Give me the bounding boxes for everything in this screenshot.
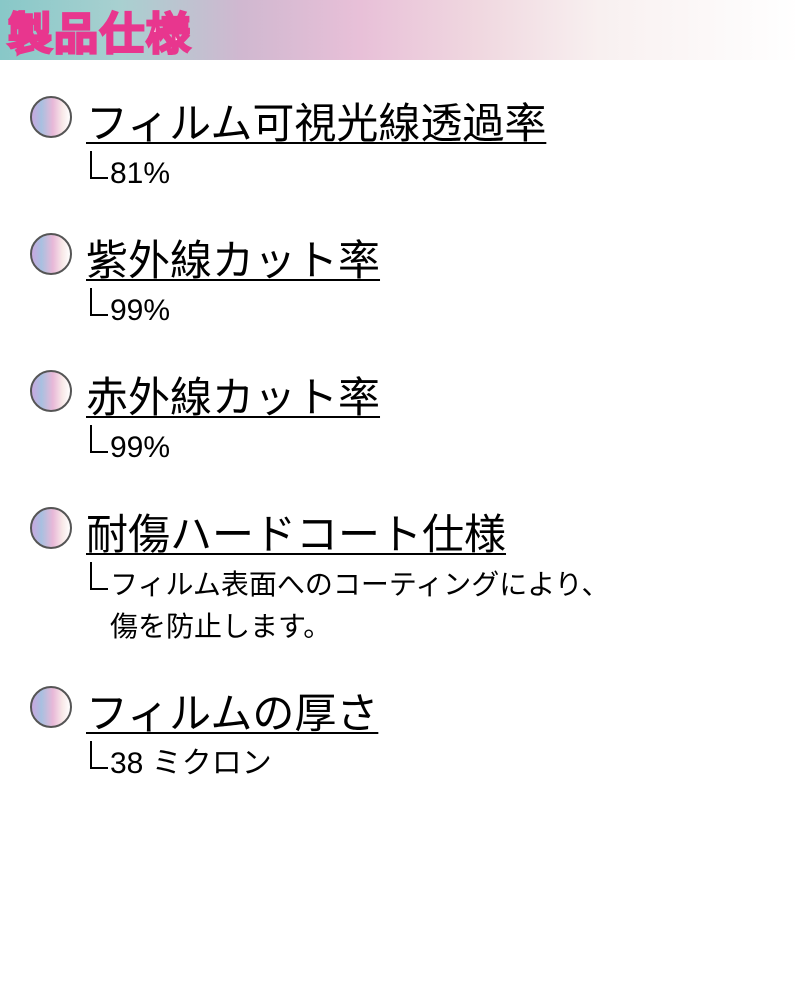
spec-value: 81% xyxy=(110,153,170,195)
header-bar: 製品仕様 xyxy=(0,0,800,60)
spec-value-line: 99% xyxy=(86,290,770,332)
spec-label: 耐傷ハードコート仕様 xyxy=(86,501,770,562)
spec-item: フィルム可視光線透過率 81% xyxy=(30,90,770,195)
tree-mark-icon xyxy=(90,288,108,316)
spec-label: フィルム可視光線透過率 xyxy=(86,90,770,151)
bullet-icon xyxy=(30,96,72,138)
tree-mark-icon xyxy=(90,562,108,590)
tree-mark-icon xyxy=(90,741,108,769)
spec-text: 耐傷ハードコート仕様 フィルム表面へのコーティングにより、 傷を防止します。 xyxy=(86,501,770,648)
spec-value: 99% xyxy=(110,427,170,469)
tree-mark-icon xyxy=(90,151,108,179)
bullet-icon xyxy=(30,507,72,549)
spec-item: フィルムの厚さ 38 ミクロン xyxy=(30,680,770,785)
spec-item: 紫外線カット率 99% xyxy=(30,227,770,332)
spec-value-block: フィルム表面へのコーティングにより、 傷を防止します。 xyxy=(110,564,610,648)
spec-value: 38 ミクロン xyxy=(110,743,272,785)
page-title: 製品仕様 xyxy=(8,0,192,62)
spec-value-line: フィルム表面へのコーティングにより、 傷を防止します。 xyxy=(86,564,770,648)
spec-item: 耐傷ハードコート仕様 フィルム表面へのコーティングにより、 傷を防止します。 xyxy=(30,501,770,648)
spec-value: フィルム表面へのコーティングにより、 xyxy=(110,564,610,606)
spec-label: フィルムの厚さ xyxy=(86,680,770,741)
spec-text: フィルムの厚さ 38 ミクロン xyxy=(86,680,770,785)
spec-text: 紫外線カット率 99% xyxy=(86,227,770,332)
specs-content: フィルム可視光線透過率 81% 紫外線カット率 99% 赤外線カット率 99% xyxy=(0,60,800,785)
spec-text: フィルム可視光線透過率 81% xyxy=(86,90,770,195)
spec-value-line: 81% xyxy=(86,153,770,195)
spec-label: 紫外線カット率 xyxy=(86,227,770,288)
spec-value-line: 99% xyxy=(86,427,770,469)
bullet-icon xyxy=(30,686,72,728)
spec-text: 赤外線カット率 99% xyxy=(86,364,770,469)
bullet-icon xyxy=(30,233,72,275)
spec-value: 99% xyxy=(110,290,170,332)
tree-mark-icon xyxy=(90,425,108,453)
bullet-icon xyxy=(30,370,72,412)
spec-value: 傷を防止します。 xyxy=(110,606,610,648)
spec-value-line: 38 ミクロン xyxy=(86,743,770,785)
spec-item: 赤外線カット率 99% xyxy=(30,364,770,469)
spec-label: 赤外線カット率 xyxy=(86,364,770,425)
